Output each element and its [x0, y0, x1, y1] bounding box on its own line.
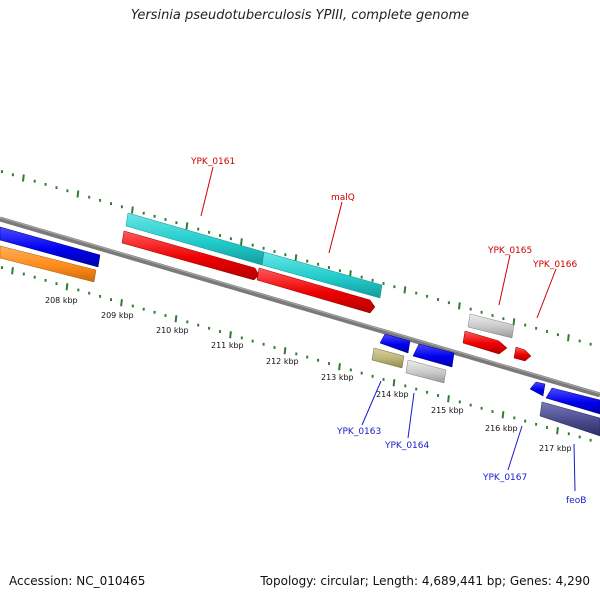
major-tick [403, 286, 407, 294]
major-tick [185, 222, 189, 230]
major-tick [338, 363, 341, 371]
major-tick [392, 379, 396, 387]
gene-label: YPK_0161 [190, 157, 235, 167]
gene-labels-top: YPK_0161 malQ YPK_0165 YPK_0166 [190, 157, 578, 270]
gene-label: feoB [566, 496, 586, 506]
gene-gray [405, 359, 447, 384]
major-tick [240, 238, 243, 246]
gene-label: YPK_0167 [482, 473, 527, 483]
gene-label: YPK_0166 [532, 260, 578, 270]
kbp-labels: 208 kbp 209 kbp 210 kbp 211 kbp 212 kbp … [45, 296, 572, 453]
major-tick [294, 254, 298, 262]
gene-cyan [261, 251, 383, 299]
major-tick [174, 315, 178, 323]
reverse-features [371, 333, 600, 437]
tick-label: 215 kbp [431, 406, 464, 415]
leader-lines [200, 166, 576, 492]
tick-label: 213 kbp [321, 373, 354, 382]
major-tick [229, 331, 232, 339]
major-tick [501, 411, 505, 419]
major-tick [120, 299, 123, 307]
gene-orange [0, 245, 97, 283]
tick-label: 210 kbp [156, 326, 189, 335]
gene-blue [379, 333, 411, 354]
gene-red [256, 267, 376, 314]
major-tick [567, 334, 570, 342]
gene-red [462, 330, 508, 355]
gene-red [513, 346, 532, 362]
tick-label: 208 kbp [45, 296, 78, 305]
major-tick [11, 267, 14, 275]
major-tick [22, 174, 25, 182]
tick-label: 214 kbp [376, 390, 409, 399]
tick-label: 217 kbp [539, 444, 572, 453]
upper-tick-row [1, 170, 592, 346]
gene-olive [371, 347, 405, 369]
genome-backbone-highlight [0, 217, 600, 394]
major-tick [283, 347, 287, 355]
forward-features [0, 212, 532, 362]
gene-blue [0, 226, 101, 268]
major-tick [76, 190, 80, 198]
gene-labels-bottom: YPK_0163 YPK_0164 YPK_0167 feoB [336, 427, 586, 506]
tick-label: 211 kbp [211, 341, 244, 350]
gene-label: YPK_0165 [487, 246, 532, 256]
accession-text: Accession: NC_010465 [9, 574, 146, 588]
tick-label: 216 kbp [485, 424, 518, 433]
gene-navy [539, 401, 600, 437]
gene-blue [545, 387, 600, 415]
topology-text: Topology: circular; Length: 4,689,441 bp… [260, 574, 590, 588]
gene-red [121, 230, 260, 281]
lower-tick-row [1, 266, 592, 442]
genome-backbone [0, 216, 600, 398]
major-tick [447, 395, 450, 403]
tick-label: 212 kbp [266, 357, 299, 366]
major-tick [65, 283, 69, 291]
map-title: Yersinia pseudotuberculosis YPIII, compl… [130, 8, 470, 23]
gene-blue [529, 381, 546, 397]
gene-label: malQ [331, 193, 355, 203]
gene-gray [467, 313, 515, 339]
major-tick [556, 427, 559, 435]
major-tick [458, 302, 461, 310]
major-tick [512, 318, 516, 326]
gene-label: YPK_0163 [336, 427, 381, 437]
major-tick [131, 206, 134, 214]
gene-label: YPK_0164 [384, 441, 430, 451]
gene-blue [412, 343, 455, 368]
tick-label: 209 kbp [101, 311, 134, 320]
